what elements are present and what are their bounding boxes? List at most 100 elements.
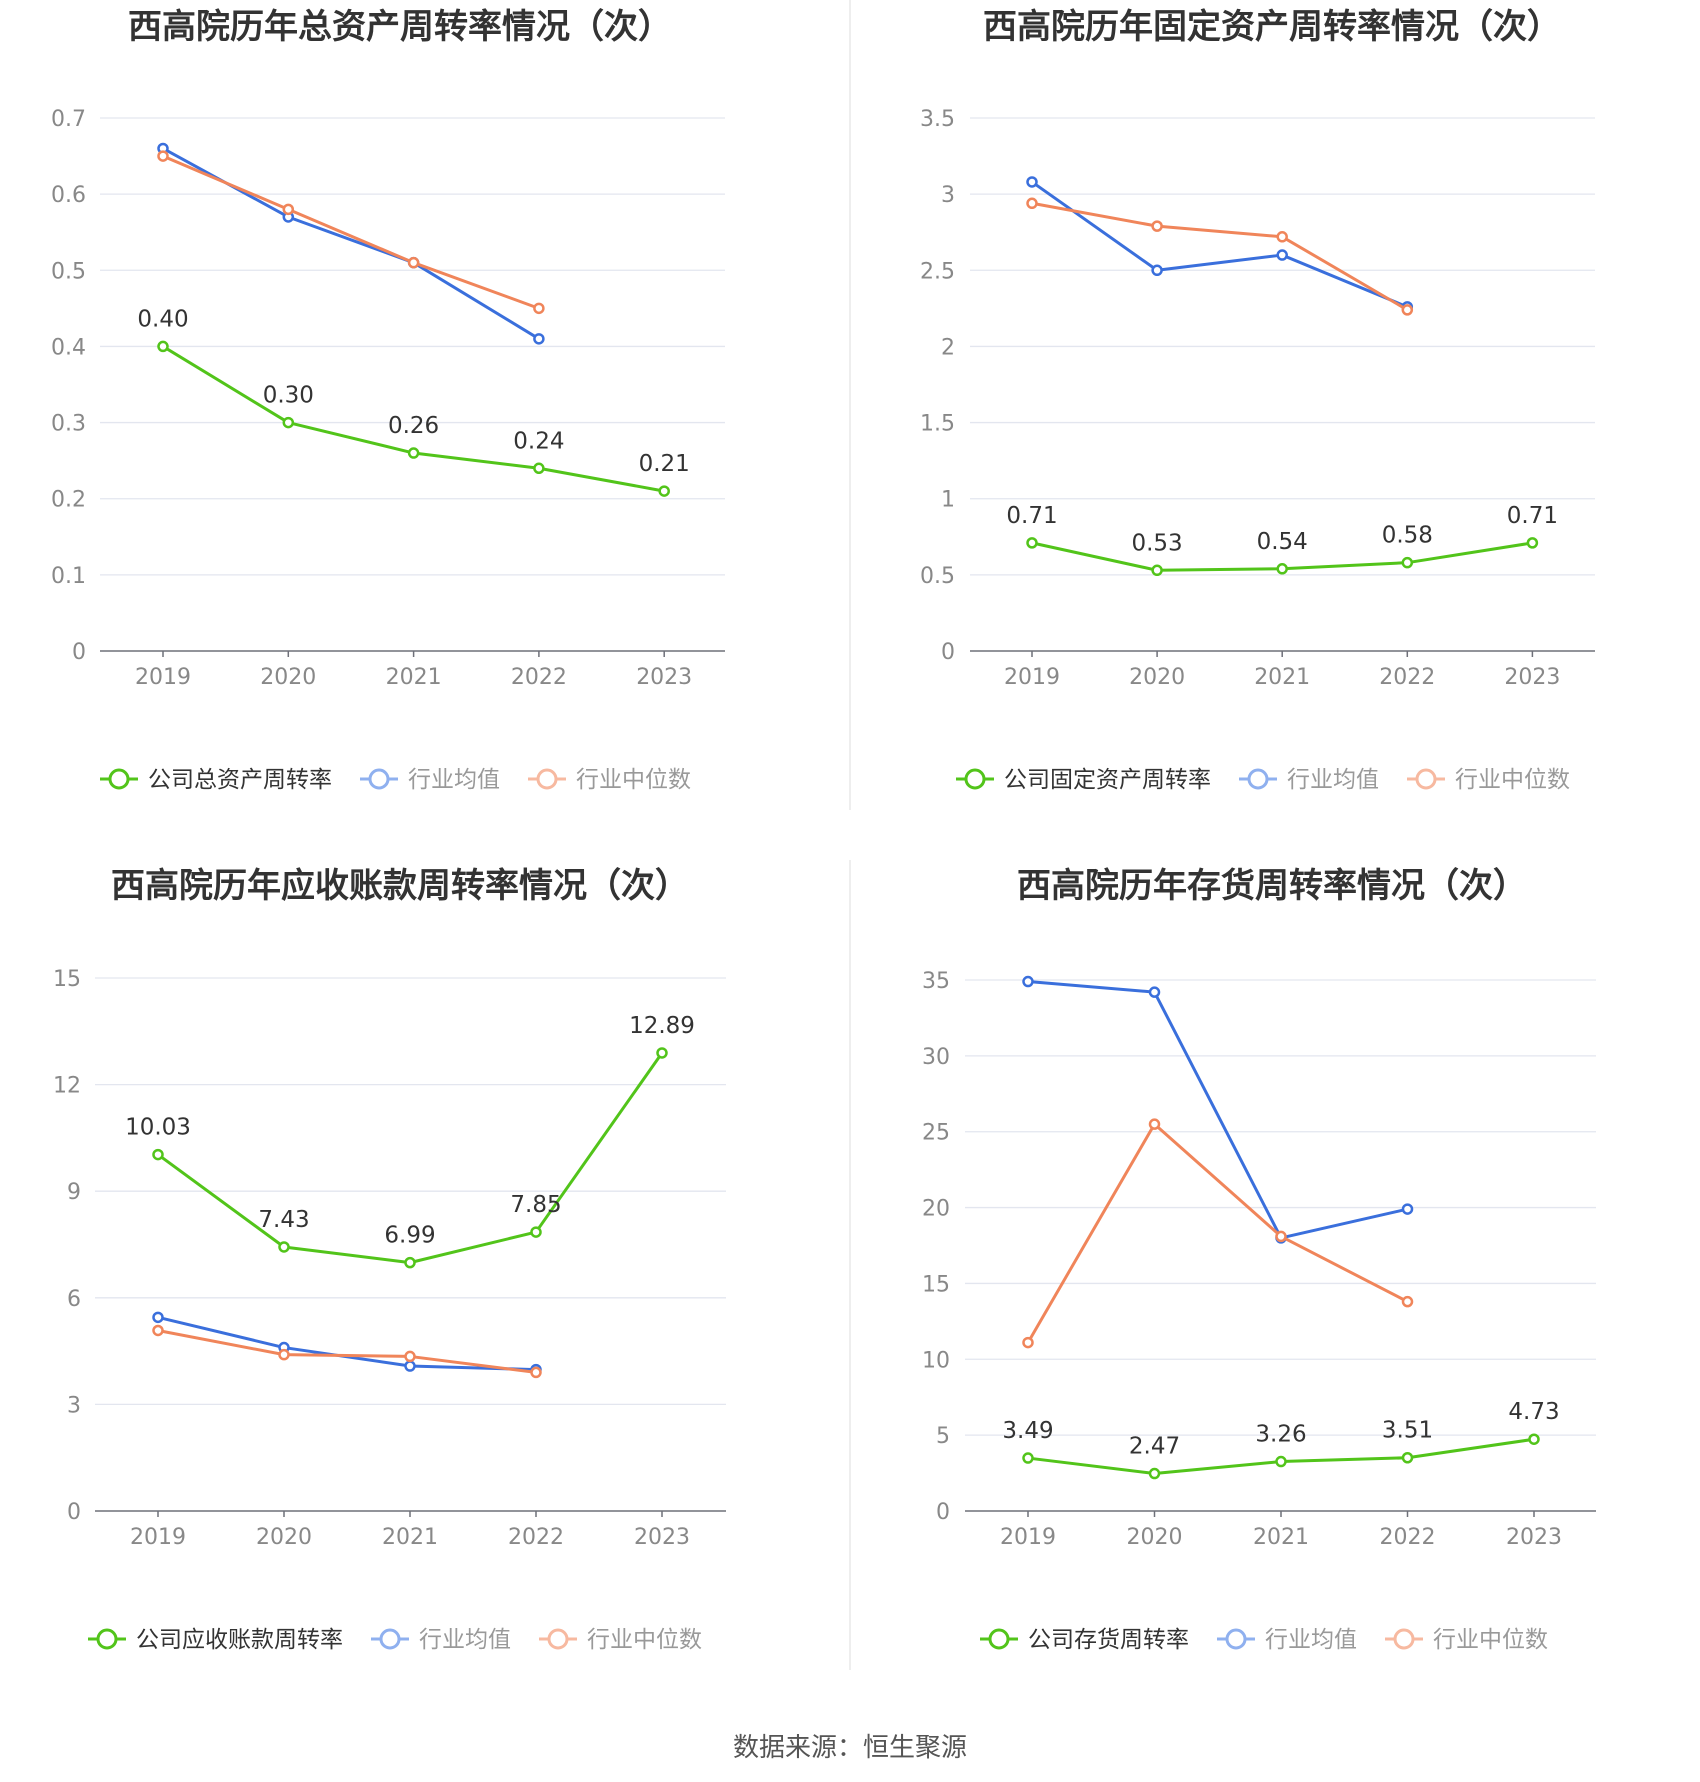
x-tick-label: 2023 bbox=[634, 1525, 690, 1550]
chart-title: 西高院历年总资产周转率情况（次） bbox=[128, 7, 672, 47]
legend-marker bbox=[379, 1628, 401, 1650]
legend-label: 行业均值 bbox=[1287, 767, 1379, 793]
chart-panel: 西高院历年总资产周转率情况（次） 0 0.1 0.2 0.3 0.4 0.5 0.6 0.7 20… bbox=[51, 7, 725, 793]
data-point bbox=[404, 1350, 416, 1363]
x-tick-label: 2020 bbox=[1127, 1525, 1183, 1550]
data-source-note: 数据来源：恒生聚源 bbox=[732, 1733, 967, 1763]
data-point bbox=[1401, 304, 1414, 316]
data-label: 0.58 bbox=[1382, 523, 1433, 549]
y-tick-label: 3 bbox=[67, 1393, 81, 1418]
data-point bbox=[1401, 556, 1414, 569]
x-tick-label: 2021 bbox=[1253, 1525, 1309, 1550]
y-tick-label: 5 bbox=[936, 1424, 950, 1449]
legend-label: 公司应收账款周转率 bbox=[136, 1627, 343, 1653]
legend-label: 公司存货周转率 bbox=[1028, 1627, 1189, 1653]
data-point bbox=[1275, 1455, 1287, 1468]
data-point bbox=[1401, 1451, 1414, 1464]
legend-label: 行业中位数 bbox=[1433, 1627, 1548, 1653]
x-tick-label: 2022 bbox=[508, 1525, 564, 1550]
legend-label: 行业中位数 bbox=[587, 1627, 702, 1653]
legend-marker bbox=[368, 768, 390, 790]
y-tick-label: 10 bbox=[922, 1348, 950, 1373]
data-point bbox=[152, 1324, 164, 1337]
legend-marker bbox=[96, 1628, 118, 1650]
data-point bbox=[1528, 1433, 1540, 1445]
x-tick-label: 2021 bbox=[386, 665, 442, 690]
x-tick-label: 2022 bbox=[1380, 1525, 1436, 1550]
legend-marker bbox=[964, 768, 986, 790]
y-tick-label: 0.3 bbox=[51, 412, 86, 437]
data-point bbox=[404, 1256, 416, 1269]
data-point bbox=[407, 256, 420, 269]
data-point bbox=[1275, 1230, 1287, 1243]
y-tick-label: 0 bbox=[941, 640, 955, 665]
data-point bbox=[1026, 197, 1038, 210]
data-label: 3.26 bbox=[1255, 1422, 1306, 1448]
data-label: 6.99 bbox=[384, 1223, 435, 1249]
y-tick-label: 20 bbox=[922, 1197, 950, 1222]
y-tick-label: 1.5 bbox=[920, 412, 955, 437]
data-point bbox=[282, 203, 295, 216]
y-tick-label: 0.1 bbox=[51, 564, 86, 589]
data-label: 0.40 bbox=[137, 306, 188, 332]
data-label: 7.85 bbox=[510, 1192, 561, 1218]
data-label: 0.54 bbox=[1257, 529, 1308, 555]
data-point bbox=[533, 462, 545, 475]
series-line bbox=[162, 154, 540, 310]
data-point bbox=[1401, 1203, 1414, 1215]
x-tick-label: 2019 bbox=[135, 665, 191, 690]
legend-marker bbox=[1225, 1628, 1247, 1650]
legend-marker bbox=[108, 768, 130, 790]
data-point bbox=[1022, 1452, 1034, 1464]
y-tick-label: 0.5 bbox=[920, 564, 955, 589]
chart-title: 西高院历年固定资产周转率情况（次） bbox=[983, 7, 1561, 47]
data-point bbox=[656, 1047, 668, 1059]
legend-marker bbox=[1393, 1628, 1415, 1650]
data-point bbox=[1276, 249, 1288, 261]
y-tick-label: 1 bbox=[941, 488, 955, 513]
series-line bbox=[157, 1315, 537, 1372]
data-label: 0.53 bbox=[1131, 530, 1182, 556]
legend-label: 公司固定资产周转率 bbox=[1004, 767, 1211, 793]
y-tick-label: 30 bbox=[922, 1045, 950, 1070]
x-tick-label: 2021 bbox=[382, 1525, 438, 1550]
y-tick-label: 0.5 bbox=[51, 259, 86, 284]
data-point bbox=[1151, 220, 1163, 232]
data-point bbox=[278, 1241, 290, 1253]
y-tick-label: 15 bbox=[53, 967, 81, 992]
y-tick-label: 6 bbox=[67, 1287, 81, 1312]
y-tick-label: 12 bbox=[53, 1074, 81, 1099]
chart-title: 西高院历年存货周转率情况（次） bbox=[1017, 866, 1527, 906]
y-tick-label: 2 bbox=[941, 335, 955, 360]
data-point bbox=[1026, 176, 1038, 188]
series-line bbox=[1026, 1122, 1409, 1344]
y-tick-label: 9 bbox=[67, 1180, 81, 1205]
data-point bbox=[1026, 537, 1038, 549]
data-point bbox=[533, 333, 545, 345]
data-point bbox=[658, 485, 670, 497]
legend-label: 行业均值 bbox=[1265, 1627, 1357, 1653]
x-tick-label: 2023 bbox=[1504, 665, 1560, 690]
data-point bbox=[1151, 564, 1163, 577]
data-point bbox=[1022, 1336, 1034, 1349]
data-label: 0.24 bbox=[513, 428, 564, 454]
series-line bbox=[1031, 201, 1409, 312]
data-point bbox=[282, 416, 295, 429]
y-tick-label: 15 bbox=[922, 1272, 950, 1297]
x-tick-label: 2020 bbox=[256, 1525, 312, 1550]
legend-label: 行业均值 bbox=[408, 767, 500, 793]
data-point bbox=[530, 1226, 542, 1238]
chart-panel: 西高院历年应收账款周转率情况（次） 0 3 6 9 12 15 2019 2020 2021 202… bbox=[53, 866, 726, 1653]
data-point bbox=[278, 1348, 290, 1361]
data-point bbox=[152, 1148, 164, 1161]
data-point bbox=[533, 302, 545, 315]
y-tick-label: 0.7 bbox=[51, 107, 86, 132]
x-tick-label: 2019 bbox=[1004, 665, 1060, 690]
data-label: 3.51 bbox=[1382, 1418, 1433, 1444]
legend-marker bbox=[1247, 768, 1269, 790]
series-line bbox=[157, 1329, 537, 1374]
data-label: 0.26 bbox=[388, 413, 439, 439]
data-point bbox=[530, 1366, 542, 1379]
series-line bbox=[1027, 980, 1408, 1240]
legend-marker bbox=[1415, 768, 1437, 790]
